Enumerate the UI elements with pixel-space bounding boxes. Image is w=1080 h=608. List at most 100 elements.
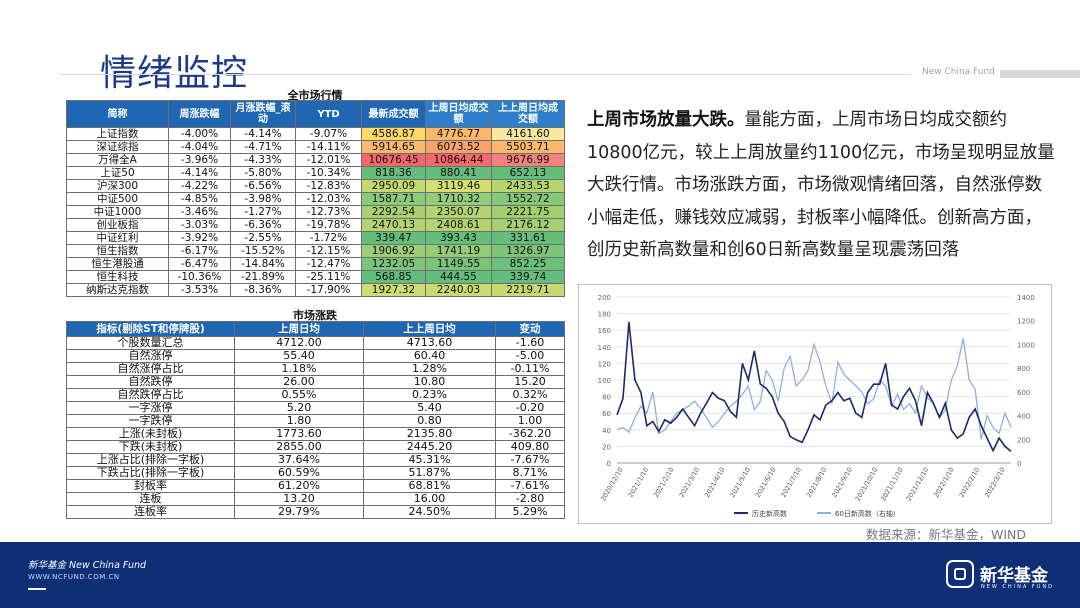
table-cell: -4.71%	[230, 140, 296, 154]
y-right-tick-label: 1400	[1017, 294, 1035, 302]
x-tick-label: 2021/4/10	[703, 466, 727, 499]
table-cell: 5914.65	[361, 140, 426, 154]
table-cell: 2219.71	[491, 283, 565, 297]
footer-url[interactable]: WWW.NCFUND.COM.CN	[28, 573, 120, 581]
x-tick-label: 2021/11/10	[879, 466, 905, 502]
table-cell: -3.03%	[168, 218, 231, 232]
new-high-chart: 0 20 40 60 80 100 120 140 160 180 200 0 200 400 600 800…	[578, 284, 1052, 524]
table-cell: 13.20	[234, 492, 364, 506]
table-row: 自然跌停占比 0.55% 0.23% 0.32%	[66, 388, 565, 402]
table-cell: -3.92%	[168, 231, 231, 245]
table-cell: -1.60	[495, 336, 565, 350]
x-tick-label: 2021/1/10	[627, 466, 651, 499]
table-cell: 下跌占比(排除一字板)	[66, 466, 235, 480]
y-left-tick-label: 120	[598, 360, 611, 368]
top-accent-bar	[1000, 70, 1080, 78]
series-line-1	[616, 338, 1012, 440]
table-cell: 0.55%	[234, 388, 364, 402]
table-cell: 652.13	[491, 166, 565, 180]
table-cell: -9.07%	[295, 127, 362, 141]
table-cell: 444.55	[425, 270, 492, 284]
legend-label: 历史新高数	[752, 509, 787, 518]
table-cell: -0.20	[495, 401, 565, 415]
table-cell: 1.18%	[234, 362, 364, 376]
table-cell: -4.85%	[168, 192, 231, 206]
updown-table: 指标(剔除ST和停牌股) 上周日均 上上周日均 变动 个股数量汇总 4712.00 471…	[66, 321, 565, 519]
table-cell: -4.00%	[168, 127, 231, 141]
footer-brand: 新华基金 New China Fund	[28, 560, 147, 571]
y-right-tick-label: 800	[1017, 365, 1030, 373]
market-col-header: 上周日均成交额	[425, 100, 492, 128]
x-tick-label: 2022/2/10	[958, 466, 982, 499]
table-cell: 8.71%	[495, 466, 565, 480]
table-cell: -12.47%	[295, 257, 362, 271]
market-col-header: YTD	[295, 100, 362, 128]
table-cell: 1232.05	[361, 257, 426, 271]
table-cell: 2221.75	[491, 205, 565, 219]
table-cell: 10864.44	[425, 153, 492, 167]
table-cell: 1.28%	[363, 362, 496, 376]
table-cell: 339.74	[491, 270, 565, 284]
table-cell: 24.50%	[363, 505, 496, 519]
logo-text: 新华基金	[980, 566, 1048, 586]
table-cell: 60.40	[363, 349, 496, 363]
updown-table-caption: 市场涨跌	[293, 309, 337, 322]
table-cell: 恒生港股通	[66, 257, 169, 271]
commentary: 上周市场放量大跌。量能方面，上周市场日均成交额约10800亿元，较上上周放量约1…	[587, 104, 1057, 267]
updown-col-header: 变动	[495, 321, 565, 337]
market-col-header: 最新成交额	[361, 100, 426, 128]
table-cell: 4161.60	[491, 127, 565, 141]
table-cell: -12.15%	[295, 244, 362, 258]
legend-label: 60日新高数（右轴）	[835, 509, 900, 518]
table-cell: 1773.60	[234, 427, 364, 441]
table-cell: -1.72%	[295, 231, 362, 245]
table-cell: 万得全A	[66, 153, 169, 167]
table-cell: 1149.55	[425, 257, 492, 271]
table-cell: -2.80	[495, 492, 565, 506]
table-cell: 4712.00	[234, 336, 364, 350]
y-right-tick-label: 400	[1017, 413, 1030, 421]
table-row: 恒生科技 -10.36% -21.89% -25.11% 568.85 444.55 339…	[66, 270, 565, 284]
x-tick-label: 2021/9/10	[830, 466, 854, 499]
table-cell: -3.98%	[230, 192, 296, 206]
table-cell: 26.00	[234, 375, 364, 389]
table-cell: 自然跌停	[66, 375, 235, 389]
table-cell: 恒生指数	[66, 244, 169, 258]
series-line-0	[616, 321, 1012, 453]
table-row: 创业板指 -3.03% -6.36% -19.78% 2470.13 2408.61 217…	[66, 218, 565, 232]
table-cell: 1927.32	[361, 283, 426, 297]
table-cell: 上证指数	[66, 127, 169, 141]
table-cell: 自然涨停	[66, 349, 235, 363]
x-tick-label: 2021/6/10	[754, 466, 778, 499]
table-cell: -6.17%	[168, 244, 231, 258]
table-cell: 5503.71	[491, 140, 565, 154]
table-cell: 创业板指	[66, 218, 169, 232]
table-cell: 0.80	[363, 414, 496, 428]
y-right-tick-label: 1200	[1017, 318, 1035, 326]
table-cell: -2.55%	[230, 231, 296, 245]
table-cell: 0.23%	[363, 388, 496, 402]
table-cell: -21.89%	[230, 270, 296, 284]
table-row: 个股数量汇总 4712.00 4713.60 -1.60	[66, 336, 565, 350]
table-cell: 2176.12	[491, 218, 565, 232]
table-row: 自然跌停 26.00 10.80 15.20	[66, 375, 565, 389]
table-cell: 4586.87	[361, 127, 426, 141]
table-cell: -0.11%	[495, 362, 565, 376]
footer-divider	[28, 588, 46, 590]
table-row: 万得全A -3.96% -4.33% -12.01% 10676.45 10864.44 9…	[66, 153, 565, 167]
y-left-tick-label: 40	[602, 427, 611, 435]
table-cell: 2292.54	[361, 205, 426, 219]
table-row: 下跌(未封板) 2855.00 2445.20 409.80	[66, 440, 565, 454]
table-cell: 一字跌停	[66, 414, 235, 428]
table-cell: -4.33%	[230, 153, 296, 167]
logo-subtext: NEW CHINA FUND	[981, 584, 1055, 590]
table-cell: -12.83%	[295, 179, 362, 193]
table-cell: -6.56%	[230, 179, 296, 193]
table-row: 上证50 -4.14% -5.80% -10.34% 818.36 880.41 652.1…	[66, 166, 565, 180]
table-cell: 1.80	[234, 414, 364, 428]
table-cell: 恒生科技	[66, 270, 169, 284]
table-row: 上涨(未封板) 1773.60 2135.80 -362.20	[66, 427, 565, 441]
table-cell: 10.80	[363, 375, 496, 389]
table-cell: 5.40	[363, 401, 496, 415]
table-cell: -17.90%	[295, 283, 362, 297]
